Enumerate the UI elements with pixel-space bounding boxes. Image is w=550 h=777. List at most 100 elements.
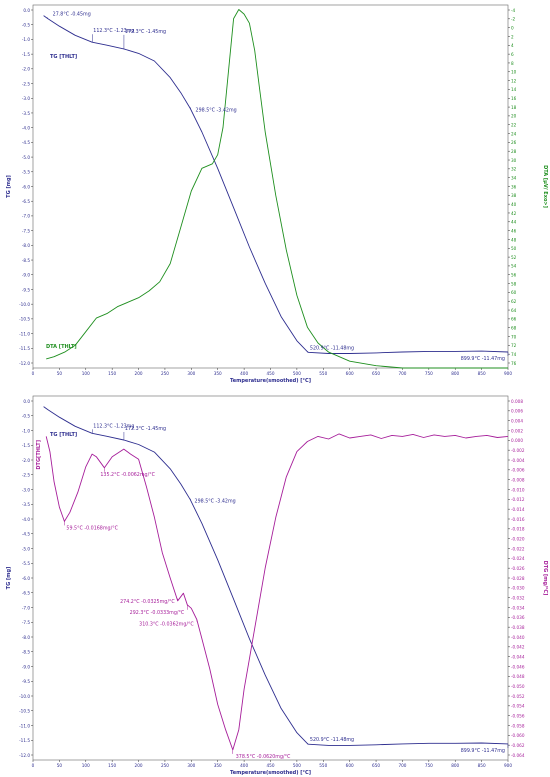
right-tick-label: 60 bbox=[511, 290, 517, 295]
left-tick-label: -2.5 bbox=[22, 81, 31, 86]
right-tick-label: -0.058 bbox=[511, 723, 525, 728]
right-tick-label: 6 bbox=[511, 52, 514, 57]
left-tick-label: -5.0 bbox=[22, 155, 31, 160]
right-tick-label: 70 bbox=[511, 334, 517, 339]
right-tick-label: 24 bbox=[511, 131, 517, 136]
series-line-2 bbox=[46, 9, 508, 369]
right-tick-label: -0.034 bbox=[511, 605, 525, 610]
annotation-label: 59.5°C -0.0168mg/°C bbox=[66, 525, 118, 531]
x-tick-label: 100 bbox=[82, 371, 90, 376]
series-line-1 bbox=[43, 15, 509, 354]
x-tick-label: 500 bbox=[293, 371, 301, 376]
right-tick-label: 14 bbox=[511, 87, 517, 92]
chart-panel-1: 0.0 -0.5 -1.0 -1.5 -2.0 -2.5 -3.0 -3.5 -4.0 -4.5 -… bbox=[6, 4, 548, 384]
x-tick-label: 250 bbox=[161, 371, 169, 376]
x-tick-label: 300 bbox=[187, 763, 195, 768]
x-tick-label: 200 bbox=[135, 763, 143, 768]
x-tick-label: 850 bbox=[478, 371, 486, 376]
x-tick-label: 750 bbox=[425, 371, 433, 376]
x-tick-label: 800 bbox=[451, 371, 459, 376]
left-tick-label: -1.5 bbox=[22, 52, 31, 57]
annotation-label: 899.9°C -11.47mg bbox=[461, 748, 505, 754]
left-tick-label: -11.0 bbox=[19, 723, 30, 728]
right-tick-label: -0.010 bbox=[511, 487, 525, 492]
right-tick-label: -0.008 bbox=[511, 477, 525, 482]
right-tick-label: 30 bbox=[511, 158, 517, 163]
x-tick-label: 350 bbox=[214, 763, 222, 768]
right-tick-label: -0.052 bbox=[511, 694, 525, 699]
right-tick-label: 54 bbox=[511, 264, 517, 269]
x-tick-label: 200 bbox=[135, 371, 143, 376]
annotation-label: 274.2°C -0.0325mg/°C bbox=[120, 599, 175, 605]
right-tick-label: 56 bbox=[511, 273, 517, 278]
x-tick-label: 400 bbox=[240, 763, 248, 768]
left-tick-label: -2.5 bbox=[22, 473, 31, 478]
x-tick-label: 700 bbox=[398, 763, 406, 768]
left-tick-label: -10.0 bbox=[19, 694, 30, 699]
left-tick-label: -10.0 bbox=[19, 302, 30, 307]
right-tick-label: 66 bbox=[511, 317, 517, 322]
left-tick-label: -9.5 bbox=[22, 679, 31, 684]
x-tick-label: 400 bbox=[240, 371, 248, 376]
left-tick-label: -3.0 bbox=[22, 96, 31, 101]
left-tick-label: -8.5 bbox=[22, 650, 31, 655]
right-tick-label: 38 bbox=[511, 193, 517, 198]
left-tick-label: -5.5 bbox=[22, 170, 31, 175]
right-tick-label: -0.028 bbox=[511, 576, 525, 581]
annotation-label: 899.9°C -11.47mg bbox=[461, 356, 505, 362]
right-tick-label: -0.020 bbox=[511, 536, 525, 541]
right-tick-label: 50 bbox=[511, 246, 517, 251]
right-axis-title: DTA [µV/ Exo>] bbox=[542, 165, 548, 208]
x-tick-label: 450 bbox=[267, 763, 275, 768]
left-tick-label: -12.0 bbox=[19, 753, 30, 758]
right-tick-label: -0.040 bbox=[511, 635, 525, 640]
right-tick-label: 22 bbox=[511, 123, 517, 128]
right-tick-label: -0.012 bbox=[511, 497, 525, 502]
right-tick-label: -0.060 bbox=[511, 733, 525, 738]
right-tick-label: 0 bbox=[511, 25, 514, 30]
left-tick-label: -9.0 bbox=[22, 273, 31, 278]
right-tick-label: -0.056 bbox=[511, 713, 525, 718]
left-tick-label: -4.5 bbox=[22, 140, 31, 145]
x-tick-label: 900 bbox=[504, 371, 512, 376]
x-tick-label: 300 bbox=[187, 371, 195, 376]
x-tick-label: 750 bbox=[425, 763, 433, 768]
right-tick-label: 44 bbox=[511, 220, 517, 225]
x-tick-label: 50 bbox=[57, 763, 63, 768]
left-tick-label: -1.0 bbox=[22, 428, 31, 433]
x-tick-label: 50 bbox=[57, 371, 63, 376]
right-tick-label: -0.004 bbox=[511, 458, 525, 463]
legend-label: TG [THLT] bbox=[50, 432, 77, 438]
right-tick-label: -0.002 bbox=[511, 448, 525, 453]
left-tick-label: -7.0 bbox=[22, 214, 31, 219]
right-tick-label: -0.024 bbox=[511, 556, 525, 561]
annotation-label: 378.5°C -0.0620mg/°C bbox=[236, 754, 291, 760]
right-tick-label: 72 bbox=[511, 343, 517, 348]
left-tick-label: -2.0 bbox=[22, 67, 31, 72]
x-axis-title: Temperature(smoothed) [°C] bbox=[230, 378, 311, 384]
annotation-label: 292.3°C -0.0333mg/°C bbox=[130, 610, 185, 616]
right-tick-label: -0.026 bbox=[511, 566, 525, 571]
right-tick-label: -0.036 bbox=[511, 615, 525, 620]
left-tick-label: -7.0 bbox=[22, 605, 31, 610]
right-tick-label: -0.016 bbox=[511, 517, 525, 522]
left-tick-label: -6.5 bbox=[22, 591, 31, 596]
annotation-label: 172.3°C -1.45mg bbox=[125, 426, 166, 432]
left-tick-label: -3.5 bbox=[22, 502, 31, 507]
annotation-label: 520.9°C -11.48mg bbox=[310, 737, 354, 743]
left-tick-label: -6.5 bbox=[22, 199, 31, 204]
right-axis-title: DTG [mg/°C] bbox=[542, 561, 548, 596]
left-tick-label: -3.0 bbox=[22, 487, 31, 492]
right-tick-label: 26 bbox=[511, 140, 517, 145]
x-tick-label: 600 bbox=[346, 763, 354, 768]
left-tick-label: -2.0 bbox=[22, 458, 31, 463]
x-tick-label: 350 bbox=[214, 371, 222, 376]
right-tick-label: -0.044 bbox=[511, 654, 525, 659]
x-tick-label: 850 bbox=[478, 763, 486, 768]
left-tick-label: -12.0 bbox=[19, 361, 30, 366]
right-tick-label: 40 bbox=[511, 202, 517, 207]
x-axis-title: Temperature(smoothed) [°C] bbox=[230, 770, 311, 776]
right-tick-label: 0.002 bbox=[511, 428, 523, 433]
right-tick-label: -0.048 bbox=[511, 674, 525, 679]
legend-label: DTG[THLT] bbox=[36, 440, 42, 470]
